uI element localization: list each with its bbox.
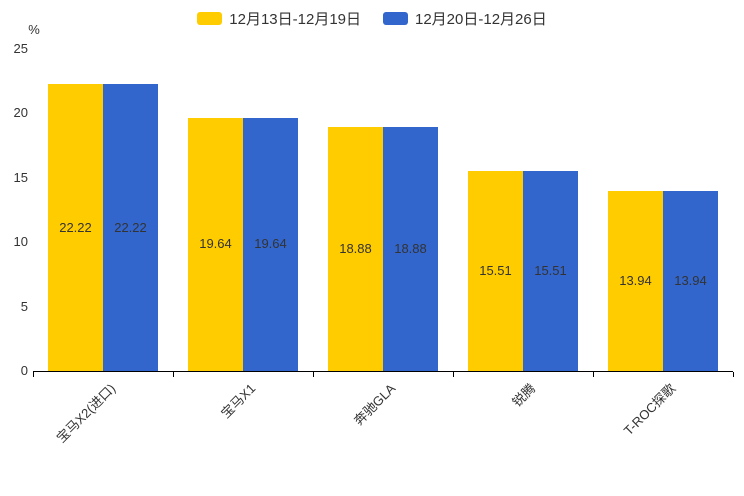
legend-swatch-week2-icon — [383, 12, 408, 25]
x-axis-tick — [593, 372, 594, 377]
x-axis-tick — [453, 372, 454, 377]
x-axis-category-label: T-ROC探歌 — [620, 380, 679, 439]
x-axis-category-label: 奔驰GLA — [350, 380, 399, 429]
legend-item-week1[interactable]: 12月13日-12月19日 — [197, 8, 361, 29]
y-axis-tick-label: 15 — [13, 169, 28, 185]
legend-label-week2: 12月20日-12月26日 — [415, 11, 547, 28]
bar-series2-2 — [243, 117, 298, 371]
bar-value-label: 18.88 — [339, 241, 372, 257]
bar-value-label: 22.22 — [114, 219, 147, 235]
x-axis-line — [33, 371, 733, 372]
bar-series1-5 — [608, 191, 663, 371]
bar-value-label: 15.51 — [534, 262, 567, 278]
bar-series1-1 — [48, 84, 103, 371]
bar-series2-5 — [663, 191, 718, 371]
y-axis-tick-label: 0 — [20, 363, 28, 378]
x-axis-category-label: 宝马X1 — [218, 380, 259, 421]
bar-series2-1 — [103, 84, 158, 371]
y-axis-tick-label: 20 — [13, 105, 28, 120]
x-axis-tick — [733, 372, 734, 377]
legend-label-week1: 12月13日-12月19日 — [229, 11, 361, 28]
bar-value-label: 18.88 — [394, 241, 427, 257]
y-axis-tick-label: 25 — [13, 40, 28, 56]
y-axis-tick-label: 10 — [13, 234, 28, 249]
x-axis-category-label: 锐腾 — [509, 380, 539, 410]
bar-series2-4 — [523, 170, 578, 371]
x-axis-tick — [173, 372, 174, 377]
bar-value-label: 15.51 — [479, 262, 512, 278]
x-axis-tick — [313, 372, 314, 377]
bar-value-label: 22.22 — [59, 219, 92, 235]
y-axis-unit-label: % — [28, 22, 40, 37]
bar-value-label: 19.64 — [199, 236, 232, 252]
bar-value-label: 13.94 — [674, 273, 707, 289]
x-axis-tick — [33, 372, 34, 377]
bar-series2-3 — [383, 127, 438, 371]
y-axis-tick-label: 5 — [20, 298, 28, 314]
bar-value-label: 19.64 — [254, 236, 287, 252]
legend-item-week2[interactable]: 12月20日-12月26日 — [383, 8, 547, 29]
bar-series1-4 — [468, 170, 523, 371]
legend-swatch-week1-icon — [197, 12, 223, 25]
chart-legend: 12月13日-12月19日 12月20日-12月26日 — [0, 8, 744, 29]
bar-series1-2 — [188, 117, 243, 371]
bar-value-label: 13.94 — [619, 273, 652, 289]
bar-series1-3 — [328, 127, 383, 371]
x-axis-category-label: 宝马X2(进口) — [53, 380, 119, 446]
